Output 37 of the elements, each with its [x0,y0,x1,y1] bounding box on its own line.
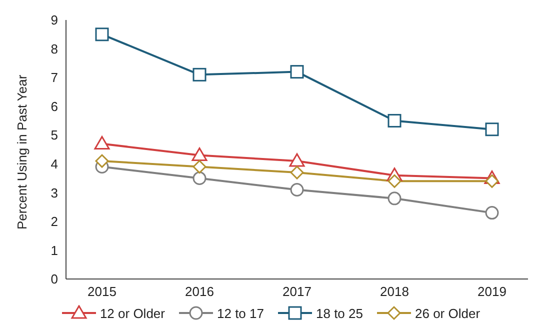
y-tick-label: 1 [50,242,58,258]
y-tick-label: 8 [50,41,58,56]
y-tick-label: 0 [50,272,58,287]
x-tick-label: 2017 [282,284,312,300]
legend-label: 18 to 25 [316,306,363,320]
point [290,183,304,197]
y-tick-label: 5 [50,128,58,143]
legend-label: 12 or Older [100,306,165,320]
point [485,122,499,136]
point [192,160,206,174]
y-tick-label: 6 [50,98,58,114]
legend-label: 26 or Older [415,306,480,320]
point [289,153,305,167]
point [388,174,402,188]
y-axis-title: Percent Using in Past Year [14,74,30,230]
point [388,192,402,206]
point [485,174,499,188]
x-tick-label: 2016 [185,284,214,300]
y-tick-label: 9 [50,12,58,28]
x-tick-label: 2015 [88,284,116,300]
legend-label: 12 to 17 [217,306,264,320]
y-tick-label: 7 [50,70,58,86]
point [388,114,402,128]
point [95,28,109,42]
point [290,65,304,79]
x-tick-label: 2018 [380,284,409,300]
y-tick-label: 4 [50,156,58,172]
point [290,166,304,180]
point [95,154,109,168]
x-tick-label: 2019 [478,284,506,300]
point [192,68,206,82]
y-tick-label: 3 [50,185,58,200]
point [192,148,208,162]
point [192,172,206,186]
point [94,136,110,150]
y-tick-label: 2 [50,214,58,230]
point [485,206,499,220]
